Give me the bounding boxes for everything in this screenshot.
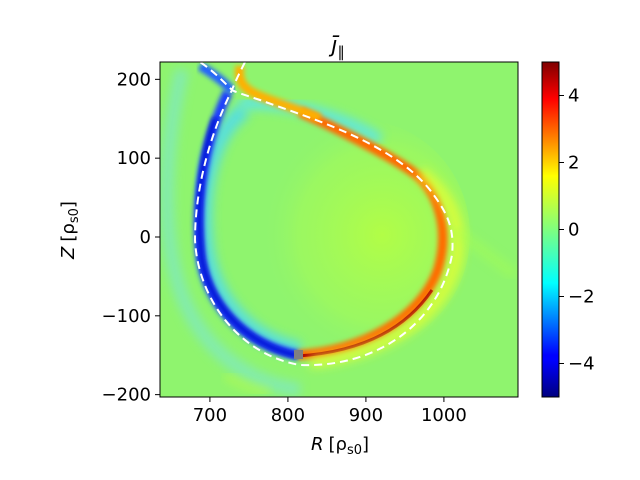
x-axis-label: R [ρs0] (311, 434, 369, 458)
x-axis-unit-open: [ρ (328, 434, 346, 455)
colorbar-tick-label: 0 (568, 220, 579, 241)
title-subscript: ∥ (337, 43, 345, 61)
colorbar-ticks: 4 2 0 −2 −4 (559, 86, 595, 375)
colorbar-tick-label: −2 (568, 287, 595, 308)
core-region (250, 120, 470, 350)
y-axis-unit-open: [ρ (58, 223, 79, 241)
lower-streaks (223, 372, 271, 395)
y-axis-unit-sub: s0 (67, 208, 82, 223)
xpoint-yellow-top (234, 65, 322, 123)
inner-cyan-band (196, 103, 302, 358)
title-symbol: j̄ (328, 33, 339, 58)
outer-halo-left (160, 68, 301, 397)
separatrix (193, 62, 454, 367)
x-axis-var: R (311, 434, 324, 455)
x-tick-label: 1000 (421, 405, 467, 426)
edge-band-darkred (297, 289, 434, 358)
x-tick-label: 800 (271, 405, 305, 426)
y-tick-label: −100 (102, 306, 151, 327)
y-axis-unit-close: ] (58, 201, 79, 208)
x-axis-ticks: 700 800 900 1000 (193, 397, 467, 426)
colorbar-tick-label: −4 (568, 354, 595, 375)
colorbar-tick-label: 4 (568, 86, 579, 107)
y-tick-label: 100 (117, 148, 151, 169)
y-axis-var: Z (58, 246, 79, 260)
right-fan (452, 226, 518, 279)
heatmap (160, 62, 518, 397)
x-tick-label: 900 (349, 405, 383, 426)
y-tick-label: −200 (102, 385, 151, 406)
y-axis-label: Z [ρs0] (58, 201, 82, 260)
xpoint-blue-tail (197, 62, 236, 95)
x-axis-unit-sub: s0 (347, 443, 362, 458)
x-tick-label: 700 (193, 405, 227, 426)
colorbar (541, 61, 560, 398)
y-tick-label: 200 (117, 69, 151, 90)
y-axis-ticks: 200 100 0 −100 −200 (102, 69, 160, 406)
plot-frame (159, 61, 519, 398)
edge-halo-yellow (309, 167, 465, 368)
colorbar-tick-label: 2 (568, 153, 579, 174)
y-tick-label: 0 (140, 227, 151, 248)
edge-band-darkblue (196, 117, 299, 359)
edge-band-red (297, 107, 448, 360)
x-axis-unit-close: ] (362, 434, 369, 455)
probe-marker (294, 350, 303, 359)
chart-title: j̄∥ (328, 33, 345, 61)
